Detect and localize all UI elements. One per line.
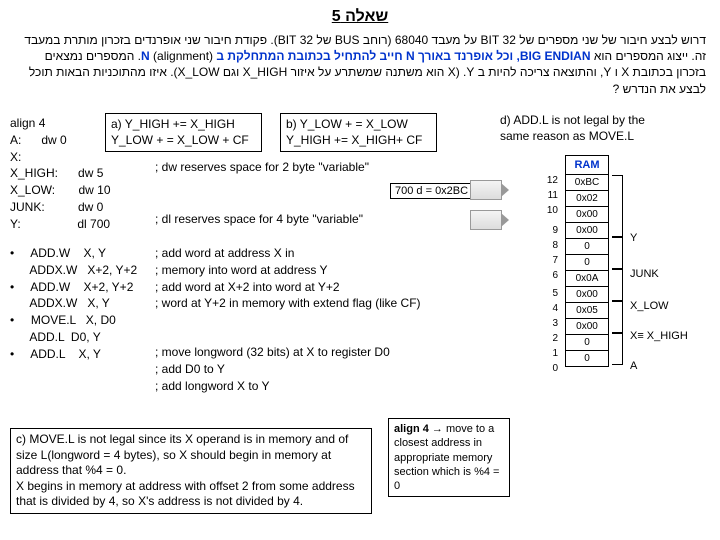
ram-c6: 0x0A (565, 270, 609, 287)
b5c: ; move longword (32 bits) at X to regist… (155, 344, 421, 361)
box-a-l1: a) Y_HIGH += X_HIGH (111, 117, 256, 133)
rn9: 9 (540, 225, 558, 236)
code-l6: JUNK: dw 0 (10, 200, 103, 214)
ram-c11: 0 (565, 350, 609, 367)
ram-title: RAM (565, 155, 609, 175)
box-c: c) MOVE.L is not legal since its X opera… (10, 428, 372, 514)
code-l2: A: dw 0 (10, 133, 67, 147)
ram-xlow: X_LOW (630, 300, 669, 312)
b1c2: ; memory into word at address Y (155, 262, 421, 279)
b4: ADDX.W X, Y (10, 296, 110, 310)
ram-a: A (630, 360, 637, 372)
ram-y: Y (630, 232, 637, 244)
dl-comment: ; dl reserves space for 4 byte "variable… (155, 212, 363, 226)
b5: • MOVE.L X, D0 (10, 313, 116, 327)
d-cell: 700 d = 0x2BC (390, 183, 473, 199)
ram-xhigh: X≡ X_HIGH (630, 330, 688, 342)
b2c1: ; add word at X+2 into word at Y+2 (155, 279, 421, 296)
b7c: ; add longword X to Y (155, 378, 421, 395)
ram-c7: 0x00 (565, 286, 609, 303)
d-cell-text: 700 d = 0x2BC (390, 183, 473, 199)
box-b-l1: b) Y_LOW + = X_LOW (286, 117, 431, 133)
code-l7: Y: dl 700 (10, 217, 110, 231)
bracket-xlow (612, 269, 623, 301)
rn1: 1 (540, 348, 558, 359)
box-e: align 4 → move to a closest address in a… (388, 418, 510, 497)
bracket-a (612, 333, 623, 365)
box-a: a) Y_HIGH += X_HIGH Y_LOW + = X_LOW + CF (105, 113, 262, 152)
ram-column: RAM 0xBC 0x02 0x00 0x00 0 0 0x0A 0x00 0x… (565, 155, 609, 367)
rn6: 6 (540, 270, 558, 281)
rn11: 11 (540, 190, 558, 201)
rn7: 7 (540, 255, 558, 266)
ram-c10: 0 (565, 334, 609, 351)
rn8: 8 (540, 240, 558, 251)
b6c: ; add D0 to Y (155, 361, 421, 378)
bracket-y (612, 175, 623, 237)
ram-c1: 0x02 (565, 190, 609, 207)
rn12: 12 (540, 175, 558, 186)
bullet-code: • ADD.W X, Y ADDX.W X+2, Y+2 • ADD.W X+2… (10, 245, 137, 363)
box-b: b) Y_LOW + = X_LOW Y_HIGH += X_HIGH+ CF (280, 113, 437, 152)
box-a-l2: Y_LOW + = X_LOW + CF (111, 133, 256, 149)
code-l4: X_HIGH: dw 5 (10, 166, 103, 180)
box-d: d) ADD.L is not legal by the same reason… (500, 113, 660, 144)
rn10: 10 (540, 205, 558, 216)
rn0: 0 (540, 363, 558, 374)
b3: • ADD.W X+2, Y+2 (10, 280, 133, 294)
bracket-junk (612, 237, 623, 269)
rn4: 4 (540, 303, 558, 314)
code-l3: X: (10, 150, 21, 164)
ram-c9: 0x00 (565, 318, 609, 335)
b7: • ADD.L X, Y (10, 347, 101, 361)
b6: ADD.L D0, Y (10, 330, 101, 344)
code-l1: align 4 (10, 116, 45, 130)
page-title: שאלה 5 (14, 8, 706, 26)
ram-c5: 0 (565, 254, 609, 271)
rn3: 3 (540, 318, 558, 329)
rn2: 2 (540, 333, 558, 344)
code-column: align 4 A: dw 0 X: X_HIGH: dw 5 X_LOW: d… (10, 115, 111, 233)
ram-c2: 0x00 (565, 206, 609, 223)
arrow-1 (470, 180, 502, 200)
bullet-comments: ; add word at address X in ; memory into… (155, 245, 421, 395)
b2c2: ; word at Y+2 in memory with extend flag… (155, 295, 421, 312)
rn5: 5 (540, 288, 558, 299)
ram-c0: 0xBC (565, 174, 609, 191)
box-b-l2: Y_HIGH += X_HIGH+ CF (286, 133, 431, 149)
hebrew-paragraph: דרוש לבצע חיבור של שני מספרים של 32 BIT … (14, 32, 706, 97)
ram-c4: 0 (565, 238, 609, 255)
bracket-xhigh (612, 301, 623, 333)
b2: ADDX.W X+2, Y+2 (10, 263, 137, 277)
b1c1: ; add word at address X in (155, 245, 421, 262)
b1: • ADD.W X, Y (10, 246, 106, 260)
ram-junk: JUNK (630, 268, 659, 280)
dw-comment: ; dw reserves space for 2 byte "variable… (155, 160, 369, 174)
arrow-2 (470, 210, 502, 230)
ram-c8: 0x05 (565, 302, 609, 319)
ram-c3: 0x00 (565, 222, 609, 239)
code-l5: X_LOW: dw 10 (10, 183, 111, 197)
